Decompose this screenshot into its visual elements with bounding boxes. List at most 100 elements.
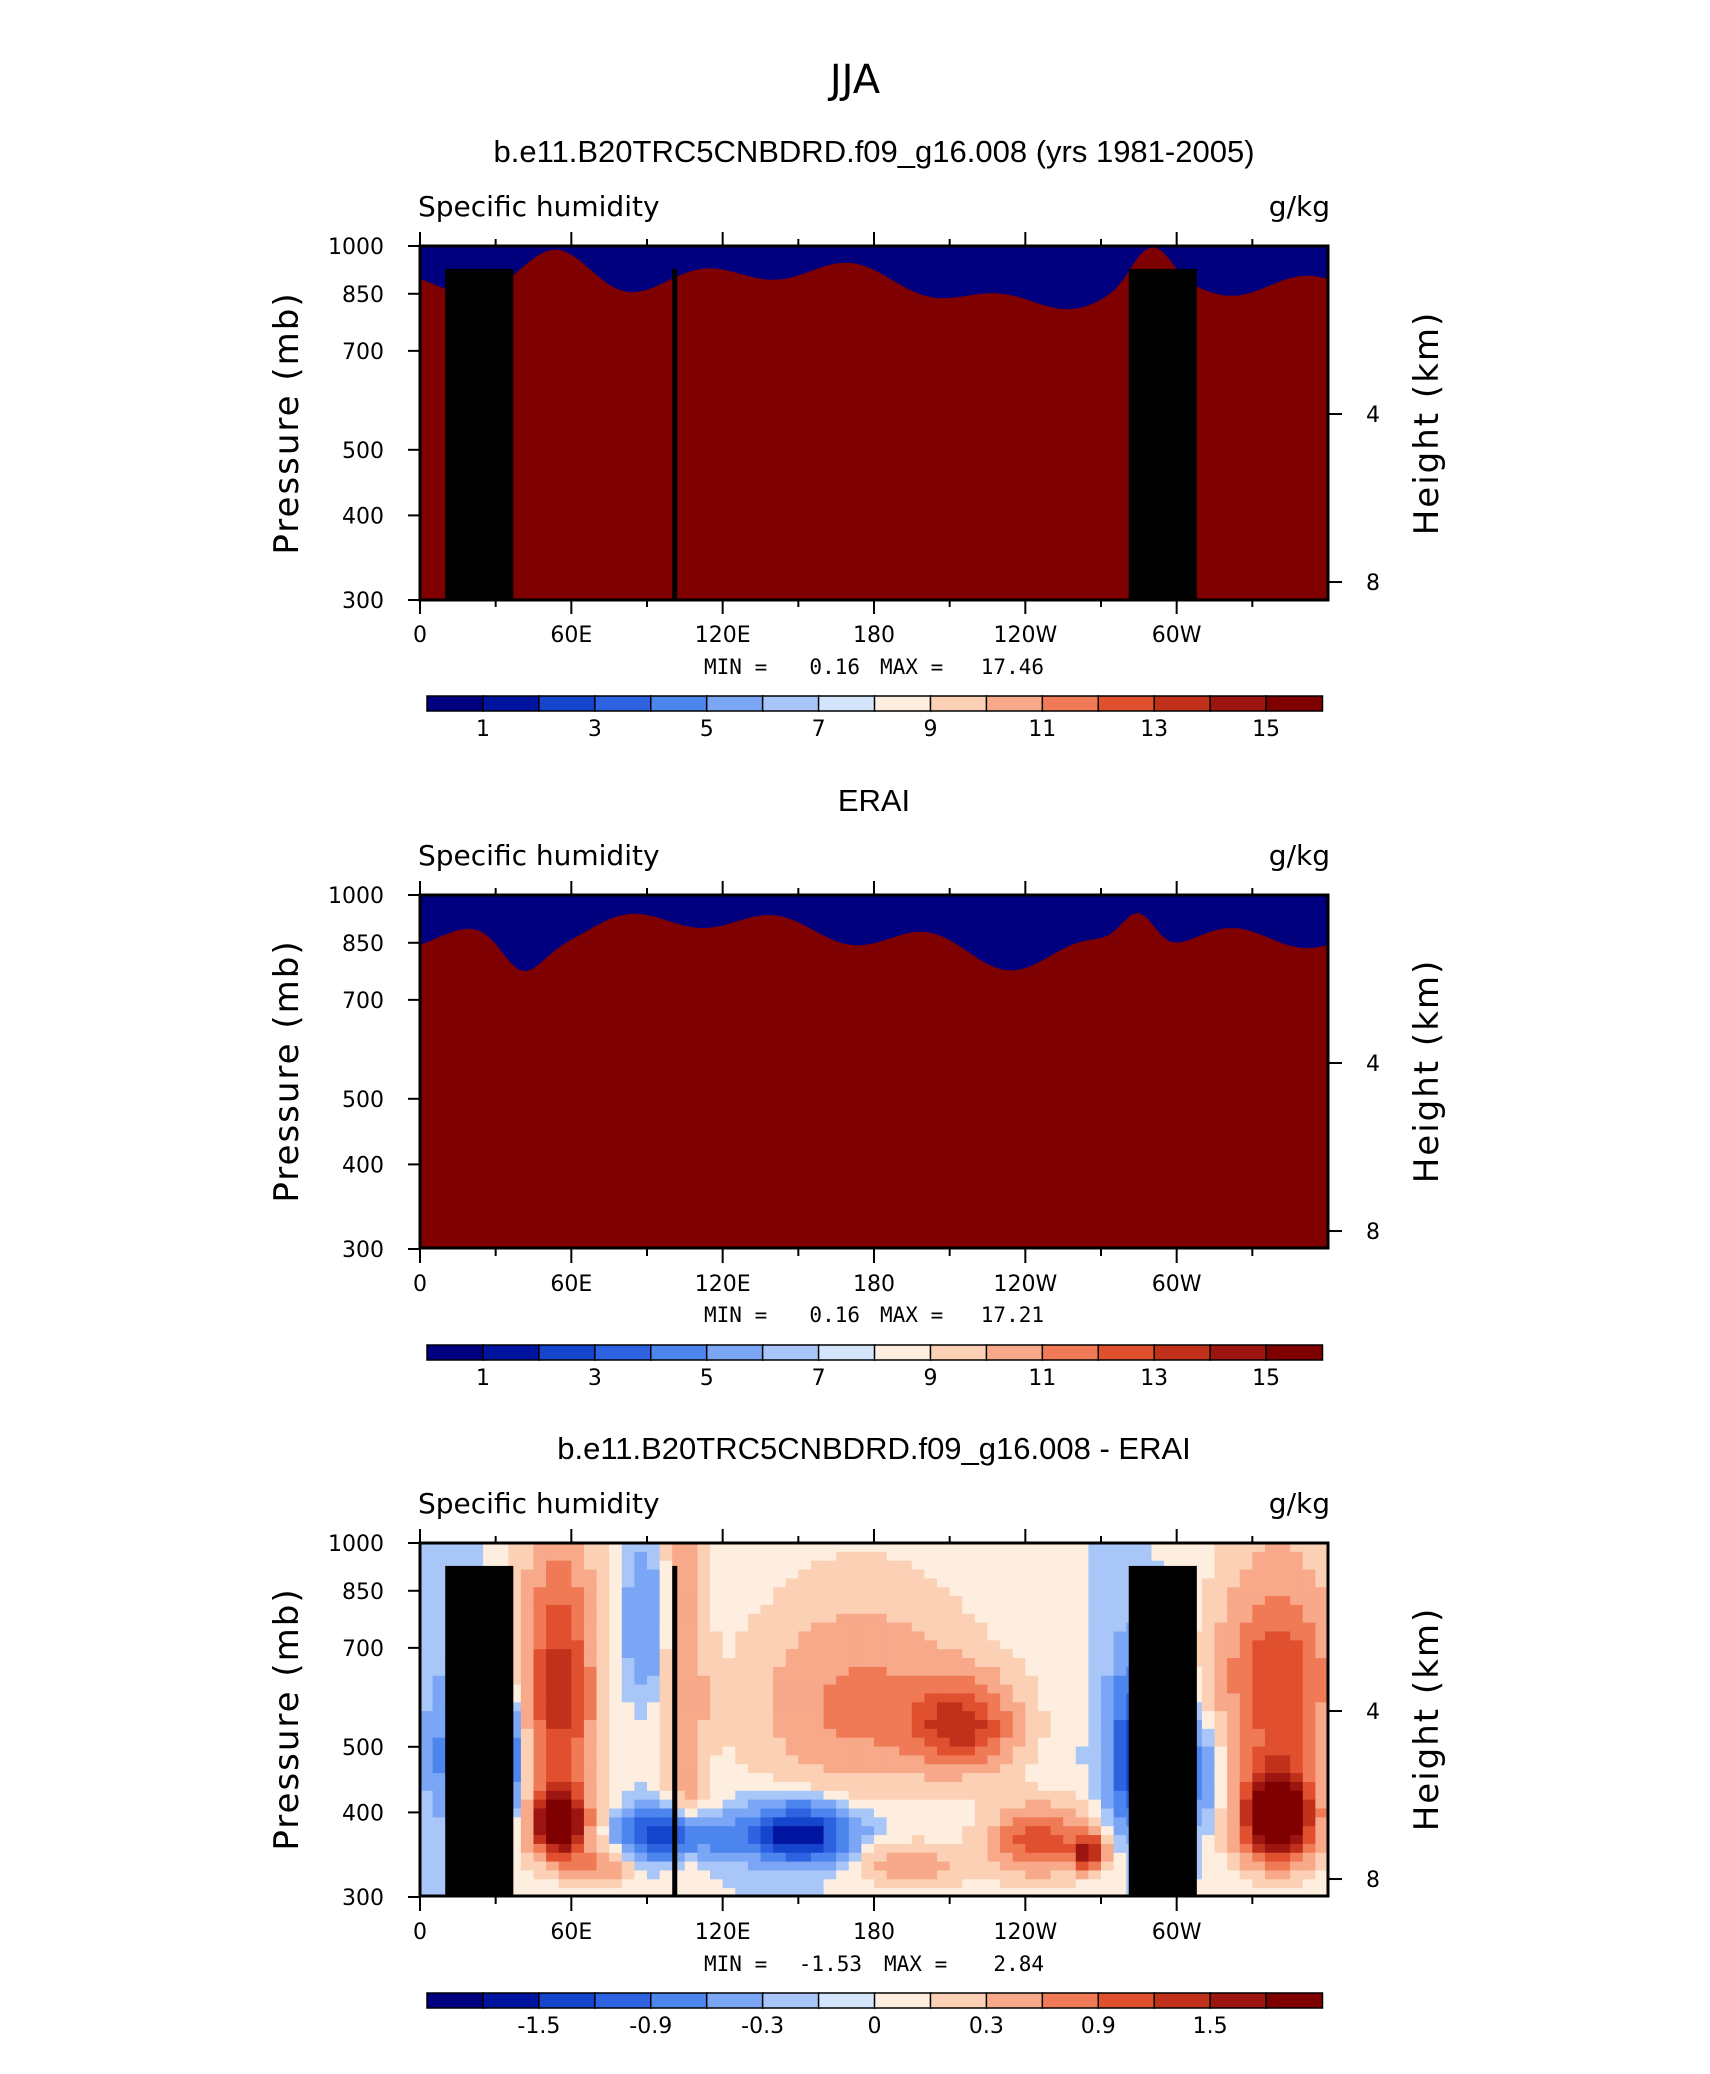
contour-cell <box>987 1702 1001 1712</box>
contour-cell <box>899 1640 913 1650</box>
contour-cell <box>420 1861 434 1872</box>
contour-cell <box>1000 1879 1014 1889</box>
contour-cell <box>1227 1826 1241 1836</box>
contour-cell <box>1025 1879 1039 1889</box>
contour-cell <box>710 1675 724 1686</box>
contour-cell <box>1264 1711 1279 1721</box>
contour-cell <box>1012 1613 1026 1624</box>
contour-cell <box>773 1843 787 1854</box>
contour-cell <box>1075 1720 1089 1730</box>
contour-cell <box>672 1843 686 1854</box>
contour-cell <box>1315 1843 1328 1854</box>
contour-cell <box>1290 1640 1304 1650</box>
contour-cell <box>1012 1551 1026 1562</box>
contour-cell <box>924 1746 938 1756</box>
contour-cell <box>684 1879 699 1889</box>
contour-cell <box>508 1693 522 1703</box>
contour-cell <box>848 1569 862 1579</box>
contour-cell <box>634 1622 648 1633</box>
contour-cell <box>937 1737 951 1748</box>
contour-cell <box>810 1737 825 1748</box>
contour-cell <box>1000 1640 1014 1650</box>
contour-cell <box>634 1640 648 1650</box>
contour-cell <box>710 1826 724 1836</box>
contour-cell <box>823 1578 837 1588</box>
contour-cell <box>420 1746 434 1756</box>
contour-cell <box>735 1543 749 1553</box>
contour-cell <box>1063 1569 1077 1579</box>
contour-cell <box>508 1817 522 1827</box>
contour-cell <box>1113 1684 1127 1695</box>
contour-cell <box>937 1702 951 1712</box>
y-axis-label: Pressure (mb) <box>267 1587 307 1850</box>
contour-cell <box>1113 1631 1127 1641</box>
contour-cell <box>987 1870 1001 1880</box>
contour-cell <box>1050 1817 1064 1827</box>
contour-cell <box>1201 1693 1216 1703</box>
contour-cell <box>836 1631 850 1641</box>
contour-cell <box>1252 1728 1266 1739</box>
contour-cell <box>684 1737 699 1748</box>
contour-cell <box>558 1870 572 1880</box>
contour-cell <box>962 1587 976 1597</box>
contour-cell <box>533 1737 547 1748</box>
contour-cell <box>773 1711 787 1721</box>
contour-cell <box>546 1764 560 1774</box>
contour-cell <box>886 1543 900 1553</box>
contour-cell <box>848 1551 862 1562</box>
contour-cell <box>508 1569 522 1579</box>
contour-cell <box>1050 1790 1064 1801</box>
contour-cell <box>823 1631 837 1641</box>
contour-cell <box>596 1852 610 1863</box>
contour-cell <box>546 1879 560 1889</box>
contour-cell <box>1063 1693 1077 1703</box>
contour-cell <box>886 1578 900 1588</box>
colorbar-swatch <box>482 695 541 712</box>
colorbar-swatch <box>1153 1992 1212 2009</box>
contour-cell <box>886 1843 900 1854</box>
contour-cell <box>823 1755 837 1765</box>
contour-cell <box>1000 1781 1014 1792</box>
contour-cell <box>924 1773 938 1783</box>
contour-cell <box>710 1587 724 1597</box>
contour-cell <box>1252 1781 1266 1792</box>
contour-cell <box>785 1693 799 1703</box>
contour-cell <box>1277 1640 1291 1650</box>
contour-cell <box>621 1790 635 1801</box>
contour-cell <box>987 1569 1001 1579</box>
contour-cell <box>1290 1808 1304 1818</box>
contour-cell <box>861 1808 875 1818</box>
contour-cell <box>722 1879 736 1889</box>
contour-cell <box>1315 1720 1328 1730</box>
contour-cell <box>735 1666 749 1677</box>
contour-cell <box>1025 1613 1039 1624</box>
contour-cell <box>962 1658 976 1668</box>
contour-cell <box>609 1817 623 1827</box>
contour-cell <box>722 1543 736 1553</box>
contour-cell <box>1012 1684 1026 1695</box>
contour-cell <box>823 1790 837 1801</box>
contour-cell <box>937 1560 951 1571</box>
contour-cell <box>1088 1551 1102 1562</box>
contour-cell <box>609 1675 623 1686</box>
panel-title: ERAI <box>838 783 910 818</box>
contour-cell <box>874 1817 888 1827</box>
contour-cell <box>836 1551 850 1562</box>
contour-cell <box>1277 1843 1291 1854</box>
contour-cell <box>1201 1808 1216 1818</box>
contour-cell <box>1264 1622 1279 1633</box>
contour-cell <box>1290 1569 1304 1579</box>
contour-cell <box>1075 1764 1089 1774</box>
contour-cell <box>558 1879 572 1889</box>
contour-cell <box>1050 1746 1064 1756</box>
contour-cell <box>533 1702 547 1712</box>
contour-cell <box>684 1799 699 1810</box>
contour-cell <box>760 1781 774 1792</box>
contour-cell <box>899 1658 913 1668</box>
contour-cell <box>697 1622 711 1633</box>
contour-cell <box>1239 1826 1253 1836</box>
contour-cell <box>1101 1817 1115 1827</box>
contour-cell <box>596 1870 610 1880</box>
contour-cell <box>647 1861 661 1872</box>
contour-cell <box>911 1578 926 1588</box>
